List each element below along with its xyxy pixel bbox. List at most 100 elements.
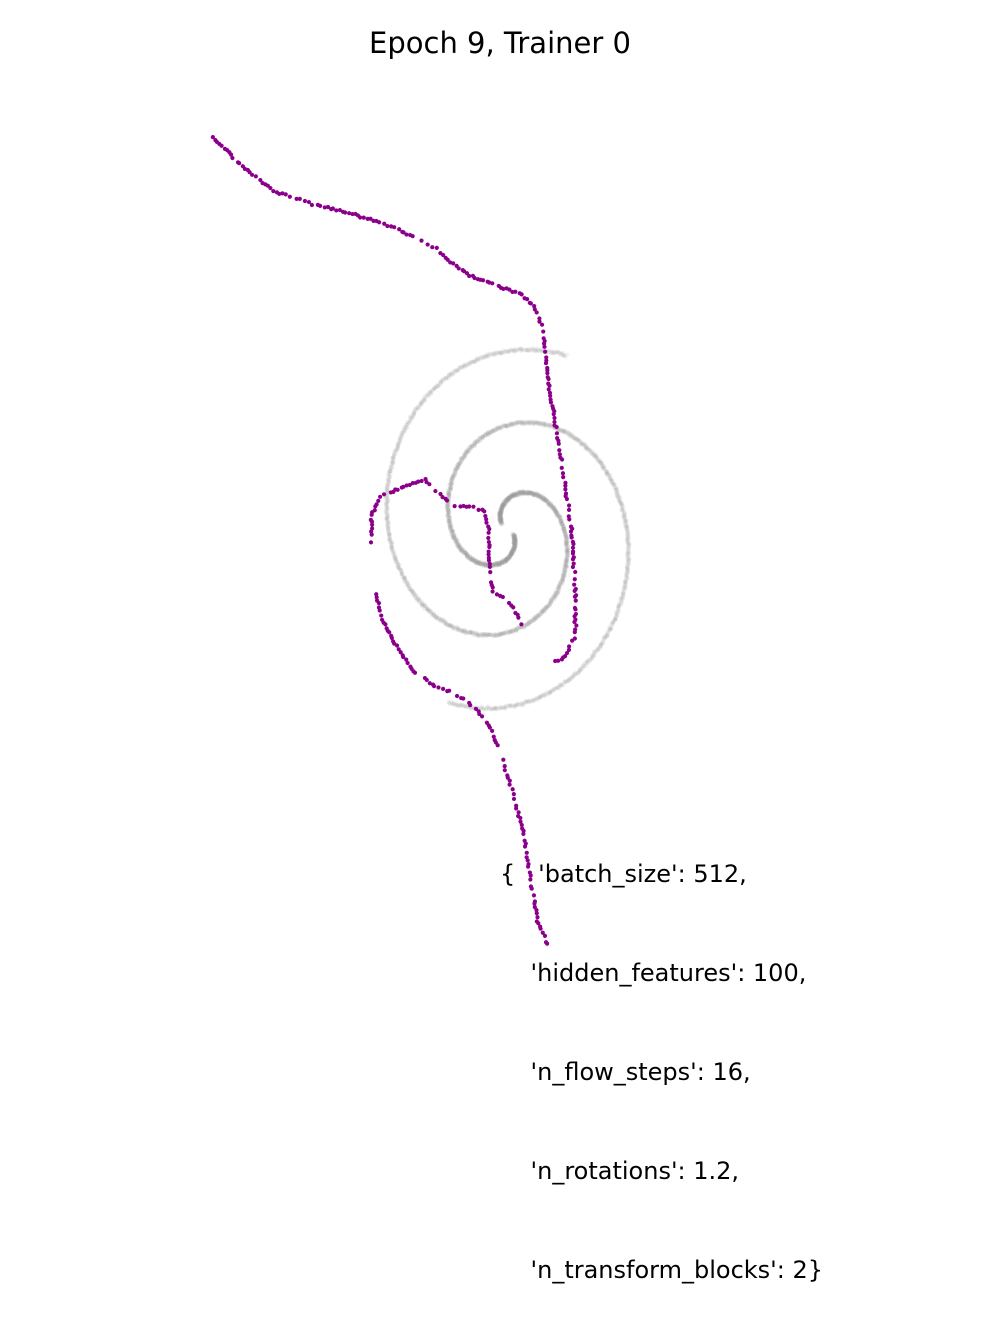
target-density-point — [492, 428, 498, 433]
target-density-point — [469, 443, 474, 448]
sample-point — [572, 582, 577, 587]
target-density-point — [447, 520, 452, 525]
sample-point — [334, 208, 339, 213]
sample-point — [368, 517, 373, 522]
target-density-point — [485, 432, 490, 438]
target-density-point — [603, 469, 609, 474]
target-density-point — [511, 547, 516, 552]
target-density-point — [502, 560, 507, 565]
target-density-point — [451, 533, 457, 538]
sample-point — [559, 657, 565, 662]
target-density-point — [536, 420, 541, 426]
target-density-point — [447, 513, 452, 518]
target-density-point — [566, 432, 571, 437]
target-density-point — [507, 554, 513, 559]
target-density-point — [512, 543, 517, 548]
sample-point — [377, 608, 382, 613]
target-density-point — [476, 439, 481, 444]
target-density-point — [512, 546, 517, 551]
target-density-point — [457, 459, 463, 465]
target-density-point — [462, 452, 467, 457]
target-density-point — [509, 551, 514, 557]
target-density-point — [480, 563, 486, 568]
target-density-point — [508, 552, 513, 558]
target-density-point — [507, 553, 512, 559]
target-density-point — [467, 447, 472, 453]
target-density-point — [511, 535, 517, 540]
sample-point — [451, 261, 456, 266]
target-density-point — [459, 548, 464, 554]
target-density-point — [560, 429, 565, 434]
target-density-point — [465, 553, 470, 559]
target-density-point — [599, 462, 604, 467]
target-density-point — [474, 561, 480, 566]
target-density-point — [458, 547, 463, 552]
target-density-point — [581, 442, 586, 448]
target-density-point — [475, 559, 480, 564]
target-density-point — [483, 432, 489, 437]
target-density-point — [447, 525, 453, 530]
target-density-point — [452, 535, 457, 541]
target-density-point — [531, 421, 536, 426]
target-density-point — [463, 551, 468, 556]
target-density-point — [508, 554, 513, 560]
sample-point — [467, 273, 472, 279]
target-density-point — [475, 559, 480, 564]
target-density-point — [598, 461, 604, 466]
target-density-point — [604, 471, 610, 476]
target-density-point — [511, 541, 517, 547]
target-density-point — [457, 545, 463, 550]
sample-point — [482, 509, 487, 514]
target-density-point — [500, 424, 505, 429]
target-density-point — [449, 524, 454, 530]
sample-point — [490, 585, 495, 590]
sample-point — [551, 412, 556, 417]
target-density-point — [557, 427, 563, 432]
target-density-point — [477, 560, 483, 565]
target-density-point — [454, 538, 459, 543]
target-density-point — [540, 420, 545, 426]
target-density-point — [496, 560, 501, 565]
target-density-point — [493, 427, 498, 433]
sample-point — [379, 613, 384, 618]
target-density-point — [446, 517, 452, 523]
target-density-point — [511, 535, 516, 540]
target-density-point — [541, 423, 546, 428]
target-density-point — [502, 559, 508, 565]
target-density-point — [614, 490, 619, 496]
target-density-point — [593, 453, 599, 459]
target-density-point — [453, 467, 458, 472]
target-density-point — [510, 421, 516, 426]
target-density-point — [527, 420, 532, 426]
target-density-point — [466, 447, 471, 453]
target-density-point — [464, 448, 470, 454]
target-density-point — [601, 464, 606, 469]
target-density-point — [512, 533, 517, 539]
target-density-point — [512, 542, 517, 547]
target-density-point — [496, 560, 502, 566]
target-density-point — [528, 421, 534, 426]
target-density-point — [446, 518, 451, 523]
target-density-point — [491, 428, 496, 433]
target-density-point — [594, 455, 599, 460]
target-density-point — [468, 446, 474, 451]
sample-point — [268, 185, 273, 191]
target-density-point — [540, 421, 545, 427]
target-density-point — [449, 533, 455, 538]
target-density-point — [527, 419, 532, 424]
target-density-point — [512, 533, 517, 539]
target-density-point — [562, 430, 568, 436]
target-density-point — [511, 541, 517, 546]
target-density-point — [453, 539, 458, 545]
target-density-point — [611, 481, 617, 487]
target-density-point — [475, 439, 480, 444]
target-density-point — [470, 556, 475, 561]
target-density-point — [462, 550, 467, 556]
target-density-point — [512, 532, 517, 538]
hyperparam-line: 'n_transform_blocks': 2} — [500, 1256, 824, 1284]
sample-point — [541, 329, 546, 334]
target-density-point — [504, 558, 509, 563]
target-density-point — [449, 528, 454, 533]
target-density-point — [479, 560, 485, 566]
target-density-point — [459, 548, 464, 553]
